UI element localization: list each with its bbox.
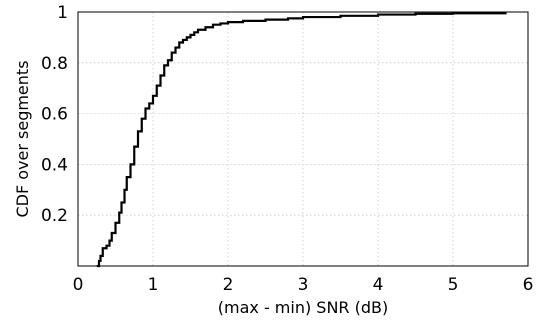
y-axis-label: CDF over segments [13,60,32,217]
x-axis-label: (max - min) SNR (dB) [218,298,389,317]
x-tick-label: 4 [373,275,384,295]
x-tick-label: 6 [523,275,534,295]
y-tick-label: 0.6 [41,105,68,125]
plot-frame [77,11,529,267]
y-tick-label: 0.8 [41,54,68,74]
x-tick-label: 1 [148,275,159,295]
x-tick-label: 5 [448,275,459,295]
cdf-series-line [96,12,507,268]
x-tick-label: 0 [73,275,84,295]
y-tick-label: 0.4 [41,155,68,175]
series-layer [96,12,507,268]
grid-lines [78,12,528,266]
x-tick-label: 3 [298,275,309,295]
y-tick-labels: 0.2 0.4 0.6 0.8 1 [41,3,68,226]
x-tick-label: 2 [223,275,234,295]
y-tick-label: 1 [57,3,68,23]
x-tick-labels: 0 1 2 3 4 5 6 [73,275,534,295]
y-tick-label: 0.2 [41,206,68,226]
